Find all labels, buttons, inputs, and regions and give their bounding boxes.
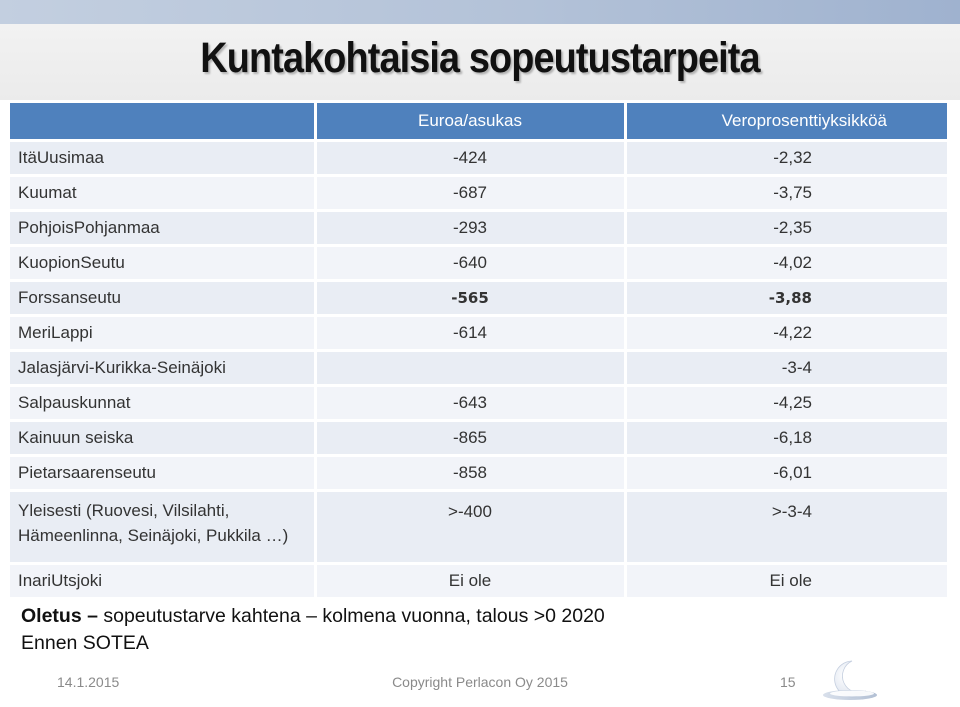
table-header-row: Euroa/asukas Veroprosenttiyksikköä	[10, 103, 950, 142]
table-row: KuopionSeutu -640 -4,02	[10, 245, 950, 282]
row-euro: -640	[315, 245, 627, 282]
row-tax: -6,01	[625, 455, 950, 492]
table-row: Kainuun seiska -865 -6,18	[10, 420, 950, 457]
row-tax: -3,75	[625, 175, 950, 212]
row-euro: -865	[315, 420, 627, 457]
table-row: Jalasjärvi-Kurikka-Seinäjoki -3-4	[10, 350, 950, 387]
adjustment-table: Euroa/asukas Veroprosenttiyksikköä ItäUu…	[10, 103, 950, 600]
row-euro: -858	[315, 455, 627, 492]
row-name: ItäUusimaa	[10, 140, 317, 177]
header-tax-units: Veroprosenttiyksikköä	[625, 103, 950, 142]
row-tax: -2,32	[625, 140, 950, 177]
row-name: Jalasjärvi-Kurikka-Seinäjoki	[10, 350, 317, 387]
row-name: PohjoisPohjanmaa	[10, 210, 317, 247]
row-euro: Ei ole	[315, 563, 627, 600]
header-euro-per-resident: Euroa/asukas	[315, 103, 627, 142]
table-row: InariUtsjoki Ei ole Ei ole	[10, 563, 950, 600]
row-tax: -4,22	[625, 315, 950, 352]
row-name: InariUtsjoki	[10, 563, 317, 600]
row-euro: -293	[315, 210, 627, 247]
table-row: Yleisesti (Ruovesi, Vilsilahti, Hämeenli…	[10, 490, 950, 565]
table-row: Forssanseutu -565 -3,88	[10, 280, 950, 317]
row-name: Kainuun seiska	[10, 420, 317, 457]
header-empty	[10, 103, 317, 142]
note-bold: Oletus –	[21, 605, 98, 627]
row-euro: -687	[315, 175, 627, 212]
row-tax: -4,25	[625, 385, 950, 422]
row-name: KuopionSeutu	[10, 245, 317, 282]
top-decor-bar	[0, 0, 960, 24]
row-euro: >-400	[315, 490, 627, 565]
row-euro: -565	[315, 280, 627, 317]
assumption-note: Oletus – sopeutustarve kahtena – kolmena…	[21, 603, 605, 657]
footer-page-number: 15	[780, 674, 796, 690]
crescent-logo-icon	[823, 660, 877, 700]
note-line-1: Oletus – sopeutustarve kahtena – kolmena…	[21, 603, 605, 630]
row-name: MeriLappi	[10, 315, 317, 352]
footer-copyright: Copyright Perlacon Oy 2015	[392, 674, 568, 690]
row-tax: -2,35	[625, 210, 950, 247]
row-name: Salpauskunnat	[10, 385, 317, 422]
table-row: Salpauskunnat -643 -4,25	[10, 385, 950, 422]
note-line-2: Ennen SOTEA	[21, 632, 149, 654]
row-euro: -643	[315, 385, 627, 422]
row-tax: -3-4	[625, 350, 950, 387]
row-tax: -3,88	[625, 280, 950, 317]
note-text: sopeutustarve kahtena – kolmena vuonna, …	[97, 605, 605, 627]
row-tax: -6,18	[625, 420, 950, 457]
row-euro	[315, 350, 627, 387]
title-band	[0, 24, 960, 100]
footer-date: 14.1.2015	[57, 674, 120, 690]
row-tax: >-3-4	[625, 490, 950, 565]
row-name: Kuumat	[10, 175, 317, 212]
row-name: Forssanseutu	[10, 280, 317, 317]
table-row: Pietarsaarenseutu -858 -6,01	[10, 455, 950, 492]
table-row: Kuumat -687 -3,75	[10, 175, 950, 212]
row-tax: Ei ole	[625, 563, 950, 600]
row-name: Pietarsaarenseutu	[10, 455, 317, 492]
row-name: Yleisesti (Ruovesi, Vilsilahti, Hämeenli…	[10, 490, 317, 565]
slide-title: Kuntakohtaisia sopeutustarpeita	[200, 34, 760, 82]
table-row: PohjoisPohjanmaa -293 -2,35	[10, 210, 950, 247]
table-row: MeriLappi -614 -4,22	[10, 315, 950, 352]
row-tax: -4,02	[625, 245, 950, 282]
row-euro: -614	[315, 315, 627, 352]
table-row: ItäUusimaa -424 -2,32	[10, 140, 950, 177]
row-euro: -424	[315, 140, 627, 177]
